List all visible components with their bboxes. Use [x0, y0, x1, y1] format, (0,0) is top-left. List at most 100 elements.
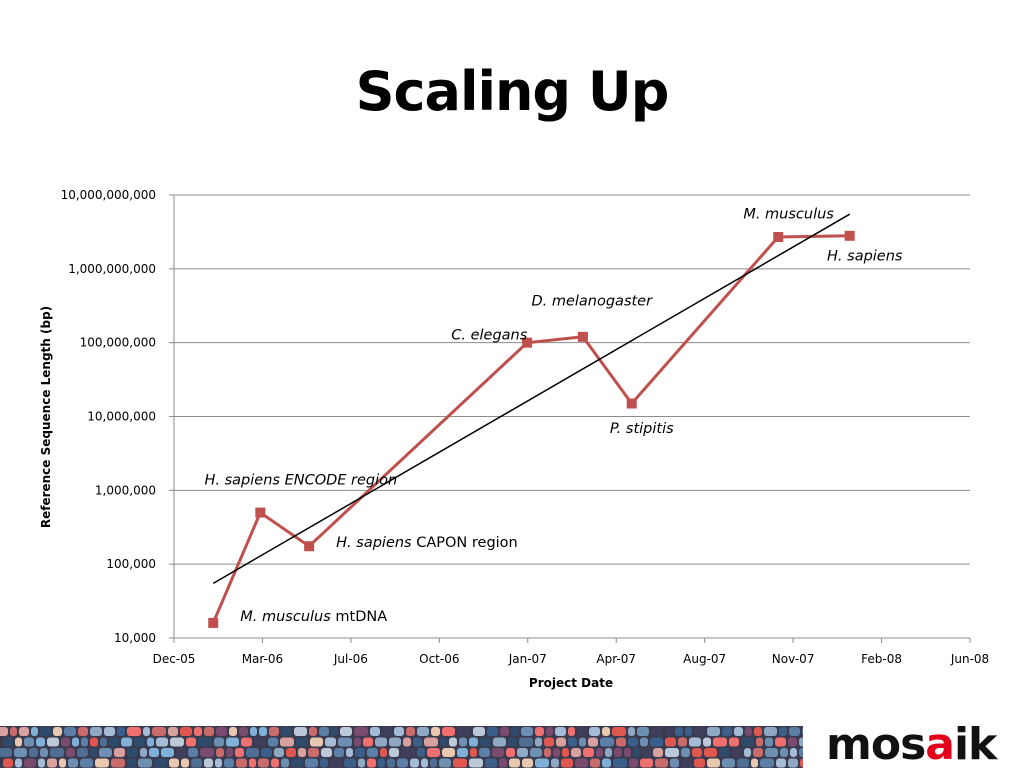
mosaic-tile — [80, 758, 93, 768]
mosaic-tile — [473, 727, 485, 736]
mosaic-tile — [204, 727, 214, 736]
mosaic-tile — [319, 727, 329, 736]
mosaic-tile — [492, 748, 504, 757]
mosaic-tile — [449, 737, 457, 747]
mosaic-tile — [363, 737, 373, 747]
mosaic-tile — [653, 748, 663, 757]
mosaic-tile — [226, 748, 233, 757]
mosaic-tile — [694, 727, 705, 736]
point-annotation: H. sapiens — [827, 248, 903, 264]
mosaic-tile — [90, 748, 97, 757]
mosaic-tile — [788, 758, 798, 768]
mosaic-tile — [156, 737, 168, 747]
mosaic-tile — [268, 737, 278, 747]
mosaic-tile — [493, 737, 506, 747]
mosaic-tile — [707, 758, 720, 768]
mosaic-tile — [713, 737, 727, 747]
mosaic-tile — [47, 758, 57, 768]
mosaic-tile — [19, 727, 29, 736]
mosaic-tile — [194, 727, 202, 736]
mosaic-tile — [689, 737, 701, 747]
mosaic-tile — [509, 758, 520, 768]
mosaic-tile — [127, 748, 138, 757]
mosaic-tile — [186, 737, 196, 747]
mosaic-tile — [47, 737, 59, 747]
mosaic-tile — [571, 748, 581, 757]
point-annotation: C. elegans — [451, 328, 527, 344]
slide-title: Scaling Up — [355, 60, 670, 123]
mosaic-tile — [651, 727, 663, 736]
mosaic-tile — [358, 758, 365, 768]
mosaic-tile — [294, 727, 307, 736]
mosaic-tile — [508, 737, 517, 747]
mosaic-tile — [224, 758, 234, 768]
mosaic-tile — [354, 737, 361, 747]
mosaic-tile — [152, 727, 166, 736]
mosaic-tile — [249, 758, 256, 768]
y-axis-title: Reference Sequence Length (bp) — [39, 306, 53, 528]
mosaic-tile — [530, 748, 542, 757]
mosaic-tile — [732, 748, 742, 757]
mosaic-tile — [555, 727, 566, 736]
x-tick-label: Aug-07 — [683, 652, 726, 666]
mosaic-tile — [500, 727, 509, 736]
mosaic-tile — [413, 737, 422, 747]
x-tick-label: Mar-06 — [242, 652, 283, 666]
mosaic-tile — [3, 758, 13, 768]
mosaic-tile — [149, 748, 159, 757]
mosaic-tile — [602, 758, 611, 768]
mosaic-tile — [800, 758, 803, 768]
mosaic-tile — [535, 758, 549, 768]
mosaic-tile — [330, 758, 342, 768]
mosaic-tile — [439, 758, 451, 768]
mosaic-tile — [517, 748, 528, 757]
mosaic-tile — [401, 748, 415, 757]
mosaic-tile — [469, 737, 478, 747]
x-tick-label: Oct-06 — [419, 652, 459, 666]
mosaic-tile — [469, 758, 483, 768]
mosaic-tile — [204, 758, 213, 768]
mosaic-tile — [722, 727, 732, 736]
mosaic-tile — [170, 737, 184, 747]
mosaic-tile — [722, 758, 735, 768]
mosaic-tile — [140, 748, 147, 757]
mosaic-tile — [81, 737, 88, 747]
mosaic-tile — [544, 748, 551, 757]
mosaic-tile — [675, 727, 683, 736]
mosaic-tile — [624, 748, 631, 757]
x-tick-label: Jan-07 — [508, 652, 547, 666]
mosaic-tile — [291, 758, 303, 768]
mosaic-tile — [354, 727, 368, 736]
mosaic-tile — [40, 748, 48, 757]
mosaic-tile — [191, 758, 202, 768]
mosaic-tile — [375, 737, 387, 747]
mosaic-tile — [0, 727, 8, 736]
annotation-species: M. musculus — [743, 207, 834, 223]
mosaic-tile — [650, 737, 663, 747]
mosaic-tile — [596, 748, 603, 757]
mosaic-tile — [417, 748, 425, 757]
mosaic-tile — [406, 727, 415, 736]
mosaic-tile — [121, 737, 132, 747]
mosaic-tile — [775, 737, 786, 747]
mosaic-tile — [487, 727, 498, 736]
mosaic-tile — [127, 727, 141, 736]
point-annotation: H. sapiens ENCODE region — [205, 472, 398, 488]
annotation-species: H. sapiens — [827, 248, 903, 264]
mosaic-tile — [589, 727, 600, 736]
mosaic-tile — [331, 727, 338, 736]
mosaic-tile — [50, 748, 64, 757]
mosaic-tile — [397, 758, 408, 768]
annotation-species: D. melanogaster — [531, 293, 653, 309]
mosaic-tile — [334, 748, 344, 757]
mosaic-tile — [168, 727, 178, 736]
x-tick-label: Apr-07 — [596, 652, 636, 666]
mosaic-tile — [692, 748, 702, 757]
mosaic-tile — [250, 727, 257, 736]
mosaic-tile — [737, 758, 749, 768]
mosaic-tile — [309, 727, 317, 736]
mosaic-tile — [61, 737, 70, 747]
mosaic-tile — [442, 748, 455, 757]
mosaik-logo: mosaik — [826, 719, 997, 770]
mosaic-tile — [522, 758, 533, 768]
